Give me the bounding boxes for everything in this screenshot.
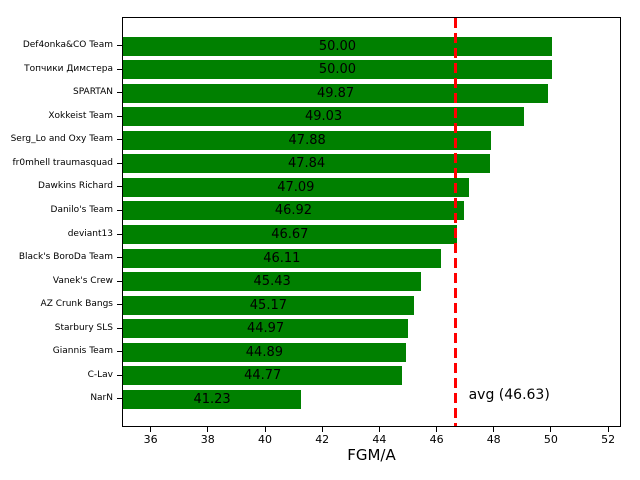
y-tick-mark [117,162,122,164]
bar: 46.67 [123,225,457,244]
bar-value-label: 47.88 [288,132,326,148]
y-tick-mark [117,398,122,400]
x-tick-mark [493,427,495,432]
bar-value-label: 49.87 [316,85,355,101]
bar-value-label: 46.11 [263,250,301,266]
x-tick-mark [150,427,152,432]
y-tick-label: C-Lav [87,369,113,380]
y-tick-label: fr0mhell traumasquad [12,157,113,168]
x-tick-mark [607,427,609,432]
y-tick-mark [117,327,122,329]
y-tick-mark [117,115,122,117]
y-tick-mark [117,139,122,141]
bar: 44.97 [123,319,409,339]
y-tick-label: Def4onka&CO Team [22,40,113,51]
x-tick-label: 46 [429,433,444,446]
y-tick-label: Giannis Team [52,346,113,357]
x-tick-mark [378,427,380,432]
bar: 44.77 [123,366,403,386]
bar: 45.17 [123,295,414,315]
y-tick-mark [117,186,122,188]
x-tick-label: 50 [543,433,558,446]
y-tick-mark [117,92,122,94]
bar-value-label: 46.92 [274,203,313,219]
bar: 45.43 [123,272,422,292]
y-tick-label: AZ Crunk Bangs [40,299,113,310]
bar: 50.00 [123,36,552,56]
bar-value-label: 45.43 [253,274,291,290]
bar: 47.84 [123,154,491,174]
bar-value-label: 45.17 [249,297,287,313]
y-tick-mark [117,209,122,211]
y-tick-label: Black's BoroDa Team [18,252,113,263]
bar-value-label: 46.67 [271,227,309,242]
y-tick-label: Vanek's Crew [52,275,113,286]
y-tick-label: SPARTAN [72,87,113,98]
bar: 44.89 [123,342,406,362]
y-tick-mark [117,45,122,47]
x-tick-mark [264,427,266,432]
bar: 50.00 [123,60,552,80]
bar: 46.11 [123,248,441,268]
bar: 47.88 [123,130,492,150]
y-tick-mark [117,68,122,70]
bar-value-label: 44.77 [244,368,282,384]
bar-value-label: 47.09 [277,179,315,195]
x-tick-label: 48 [486,433,501,446]
y-tick-label: Starbury SLS [54,322,113,333]
y-tick-mark [117,280,122,282]
y-tick-label: Xokkeist Team [48,110,113,121]
bar: 47.09 [123,177,469,197]
y-tick-label: Топчики Димстера [24,63,113,74]
bar: 46.92 [123,201,464,221]
x-tick-mark [436,427,438,432]
bar: 49.87 [123,83,549,103]
y-tick-label: Serg_Lo and Oxy Team [10,134,113,145]
bar: 49.03 [123,107,525,127]
bar-value-label: 49.03 [304,109,343,125]
y-tick-label: NarN [90,393,113,404]
y-tick-mark [117,257,122,259]
bar-value-label: 44.97 [246,321,285,337]
y-tick-mark [117,233,122,235]
bar-value-label: 47.84 [287,156,326,172]
x-tick-mark [207,427,209,432]
x-tick-label: 42 [315,433,330,446]
average-line [454,18,458,426]
bar-value-label: 41.23 [193,391,231,407]
x-tick-mark [321,427,323,432]
x-tick-label: 40 [258,433,272,446]
average-line-label: avg (46.63) [468,387,550,403]
x-axis-title: FGM/A [347,446,396,464]
x-tick-label: 52 [601,433,616,446]
bar-value-label: 44.89 [245,344,283,360]
x-tick-label: 36 [143,433,158,446]
x-tick-label: 38 [200,433,215,446]
bar-value-label: 50.00 [318,62,357,78]
bar: 41.23 [123,389,302,409]
x-tick-label: 44 [372,433,387,446]
y-tick-mark [117,351,122,353]
bar-value-label: 50.00 [318,38,357,54]
y-tick-mark [117,374,122,376]
x-tick-mark [550,427,552,432]
y-tick-mark [117,304,122,306]
y-tick-label: Danilo's Team [50,204,113,215]
y-tick-label: deviant13 [67,228,113,239]
y-tick-label: Dawkins Richard [38,181,113,192]
plot-area: 50.00 50.00 49.87 49.03 47.88 47.84 47.09 46.92… [122,17,621,427]
